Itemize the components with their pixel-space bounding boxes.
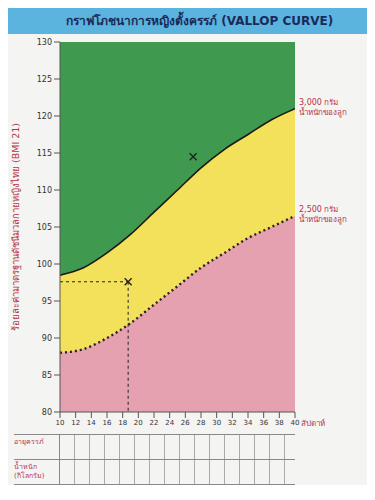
html-text:อายุครรภ์: อายุครรภ์ — [14, 438, 44, 446]
svg-text:110: 110 — [37, 186, 52, 195]
svg-text:90: 90 — [42, 334, 52, 343]
html-text:น้ำหนัก (กิโลกรัม): น้ำหนัก (กิโลกรัม) — [14, 463, 45, 480]
svg-text:28: 28 — [197, 419, 206, 427]
svg-text:34: 34 — [244, 419, 253, 427]
svg-text:95: 95 — [42, 297, 52, 306]
svg-text:120: 120 — [37, 112, 52, 121]
svg-text:16: 16 — [103, 419, 112, 427]
svg-text:ร้อยละค่ามาตรฐานดัชนีมวลกายหญิ: ร้อยละค่ามาตรฐานดัชนีมวลกายหญิงไทย (BMI … — [10, 123, 22, 331]
svg-text:12: 12 — [71, 419, 80, 427]
svg-text:40: 40 — [291, 419, 300, 427]
svg-text:38: 38 — [275, 419, 284, 427]
svg-text:130: 130 — [37, 38, 52, 47]
svg-text:24: 24 — [165, 419, 174, 427]
svg-text:3,000 กรัมน้ำหนักของลูก: 3,000 กรัมน้ำหนักของลูก — [299, 98, 347, 118]
svg-text:115: 115 — [37, 149, 52, 158]
svg-text:10: 10 — [56, 419, 65, 427]
svg-text:30: 30 — [212, 419, 221, 427]
svg-text:125: 125 — [37, 75, 52, 84]
svg-text:100: 100 — [37, 260, 52, 269]
svg-text:22: 22 — [150, 419, 159, 427]
svg-text:26: 26 — [181, 419, 190, 427]
svg-text:18: 18 — [118, 419, 127, 427]
svg-text:20: 20 — [134, 419, 143, 427]
svg-text:14: 14 — [87, 419, 96, 427]
svg-text:สัปดาห์: สัปดาห์ — [301, 418, 325, 428]
svg-text:105: 105 — [37, 223, 52, 232]
svg-text:80: 80 — [42, 408, 52, 417]
svg-text:85: 85 — [42, 371, 52, 380]
svg-text:36: 36 — [259, 419, 268, 427]
svg-text:2,500 กรัมน้ำหนักของลูก: 2,500 กรัมน้ำหนักของลูก — [299, 205, 347, 225]
svg-text:32: 32 — [228, 419, 237, 427]
html-text:กราฟโภชนาการหญิงตั้งครรภ์ (VAL: กราฟโภชนาการหญิงตั้งครรภ์ (VALLOP CURVE) — [66, 14, 334, 28]
